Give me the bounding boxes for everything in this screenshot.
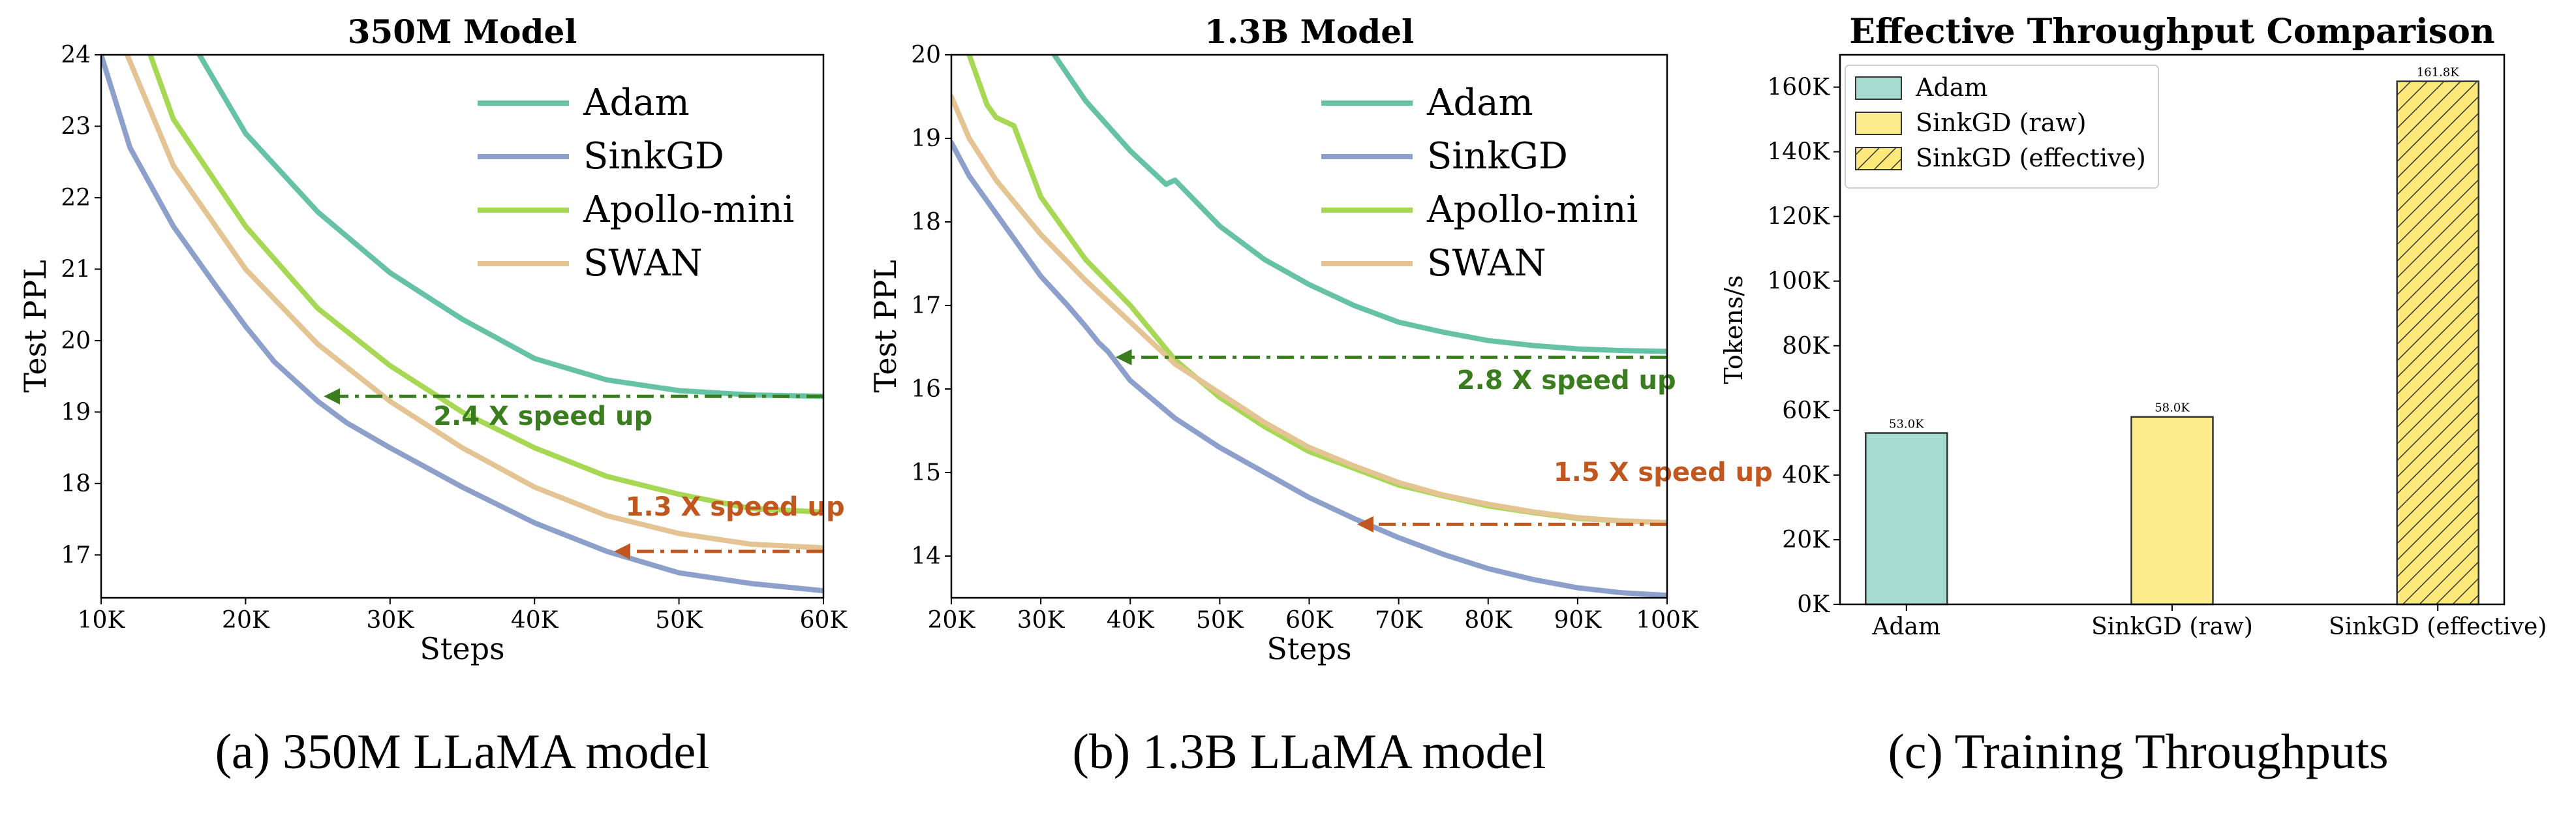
y-tick-label: 23 [61, 113, 91, 140]
x-tick-label: 40K [1107, 607, 1155, 634]
plot-frame [100, 54, 825, 599]
x-tick-label: 30K [1017, 607, 1066, 634]
line-chart-2: 1.3B Model 2.8 X speed up 1.5 X speed up 20… [868, 12, 1773, 779]
figure-caption: (a) 350M LLaMA model [215, 724, 710, 779]
legend-label: Apollo-mini [583, 189, 794, 231]
chart-title: 350M Model [348, 12, 577, 51]
x-tick-label: 50K [655, 607, 703, 634]
y-tick-label: 18 [61, 471, 91, 497]
x-tick-label: SinkGD (effective) [2329, 613, 2547, 640]
series-line-sinkgd [101, 55, 823, 594]
chart-title: Effective Throughput Comparison [1849, 12, 2494, 52]
y-axis-label: Test PPL [868, 260, 903, 393]
chart-title: 1.3B Model [1204, 12, 1414, 51]
speedup-annotation-1: 2.8 X speed up [1457, 365, 1676, 396]
legend-label: SinkGD [1427, 135, 1568, 178]
y-tick-label: 20 [61, 328, 91, 354]
y-axis-label: Tokens/s [1719, 275, 1748, 384]
legend-label: Apollo-mini [1426, 189, 1638, 231]
legend-label: Adam [583, 82, 690, 124]
x-tick-label: SinkGD (raw) [2091, 613, 2253, 640]
x-tick-label: 40K [511, 607, 559, 634]
y-tick-label: 15 [911, 459, 941, 486]
y-tick-label: 17 [911, 292, 941, 319]
series-line-sinkgd [951, 140, 1667, 598]
y-tick-label: 21 [61, 256, 91, 283]
y-tick-label: 22 [61, 185, 91, 211]
speedup-annotation-2: 1.5 X speed up [1554, 458, 1773, 488]
figure-caption: (b) 1.3B LLaMA model [1072, 724, 1546, 779]
y-tick-label: 24 [61, 42, 91, 69]
y-tick-label: 100K [1767, 268, 1830, 295]
plot-frame [1839, 54, 2506, 606]
legend-label: Adam [1915, 73, 1987, 102]
series-line-swan [124, 55, 823, 551]
legend-swatch [1855, 147, 1902, 170]
bar-sinkgd-effective- [2396, 80, 2479, 606]
y-axis-label: Test PPL [18, 260, 53, 393]
y-tick-label: 160K [1767, 74, 1830, 101]
y-tick-label: 120K [1767, 204, 1830, 230]
legend-label: SinkGD [583, 135, 724, 178]
series-line-adam [196, 55, 823, 399]
y-tick-label: 140K [1767, 139, 1830, 166]
legend-swatch [1855, 112, 1902, 135]
x-tick-label: 100K [1636, 607, 1699, 634]
bar-adam [1865, 432, 1948, 606]
bar-value-label: 58.0K [2154, 401, 2190, 415]
bar-value-label: 53.0K [1889, 417, 1924, 431]
speedup-annotation-1: 2.4 X speed up [433, 401, 652, 431]
bar-sinkgd-raw- [2130, 416, 2214, 606]
legend-label: Adam [1426, 82, 1533, 124]
x-tick-label: Adam [1871, 613, 1940, 640]
x-tick-label: 10K [78, 607, 126, 634]
y-tick-label: 16 [911, 376, 941, 403]
y-tick-label: 60K [1782, 397, 1830, 424]
y-tick-label: 17 [61, 542, 91, 568]
series-line-swan [951, 94, 1667, 525]
legend-label: SWAN [1427, 242, 1546, 285]
x-tick-label: 20K [222, 607, 270, 634]
y-tick-label: 40K [1782, 462, 1830, 489]
x-tick-label: 50K [1196, 607, 1244, 634]
figure-caption: (c) Training Throughputs [1888, 724, 2388, 779]
series-line-apollo-mini [147, 55, 823, 515]
x-tick-label: 60K [1285, 607, 1334, 634]
legend-box [1845, 65, 2159, 189]
legend-swatch [1855, 76, 1902, 100]
bar-chart: Effective Throughput Comparison 53.0K Adam… [1719, 12, 2547, 779]
x-tick-label: 80K [1464, 607, 1512, 634]
y-tick-label: 14 [911, 543, 941, 570]
y-tick-label: 80K [1782, 333, 1830, 360]
y-tick-label: 18 [911, 209, 941, 236]
x-tick-label: 20K [928, 607, 976, 634]
y-tick-label: 20 [911, 42, 941, 69]
legend-label: SWAN [583, 242, 703, 285]
y-tick-label: 20K [1782, 527, 1830, 553]
y-tick-label: 19 [61, 399, 91, 426]
bar-value-label: 161.8K [2417, 66, 2460, 80]
line-chart-1: 350M Model 2.4 X speed up 1.3 X speed up 10… [18, 12, 848, 779]
x-tick-label: 90K [1554, 607, 1602, 634]
x-tick-label: 30K [366, 607, 414, 634]
legend-label: SinkGD (raw) [1916, 108, 2087, 137]
y-tick-label: 19 [911, 125, 941, 152]
x-tick-label: 60K [800, 607, 848, 634]
legend-label: SinkGD (effective) [1916, 144, 2146, 172]
x-axis-label: Steps [1266, 631, 1351, 666]
x-axis-label: Steps [420, 631, 504, 666]
y-tick-label: 0K [1797, 591, 1830, 618]
speedup-annotation-2: 1.3 X speed up [626, 492, 845, 522]
x-tick-label: 70K [1375, 607, 1423, 634]
series-line-adam [1051, 55, 1667, 354]
